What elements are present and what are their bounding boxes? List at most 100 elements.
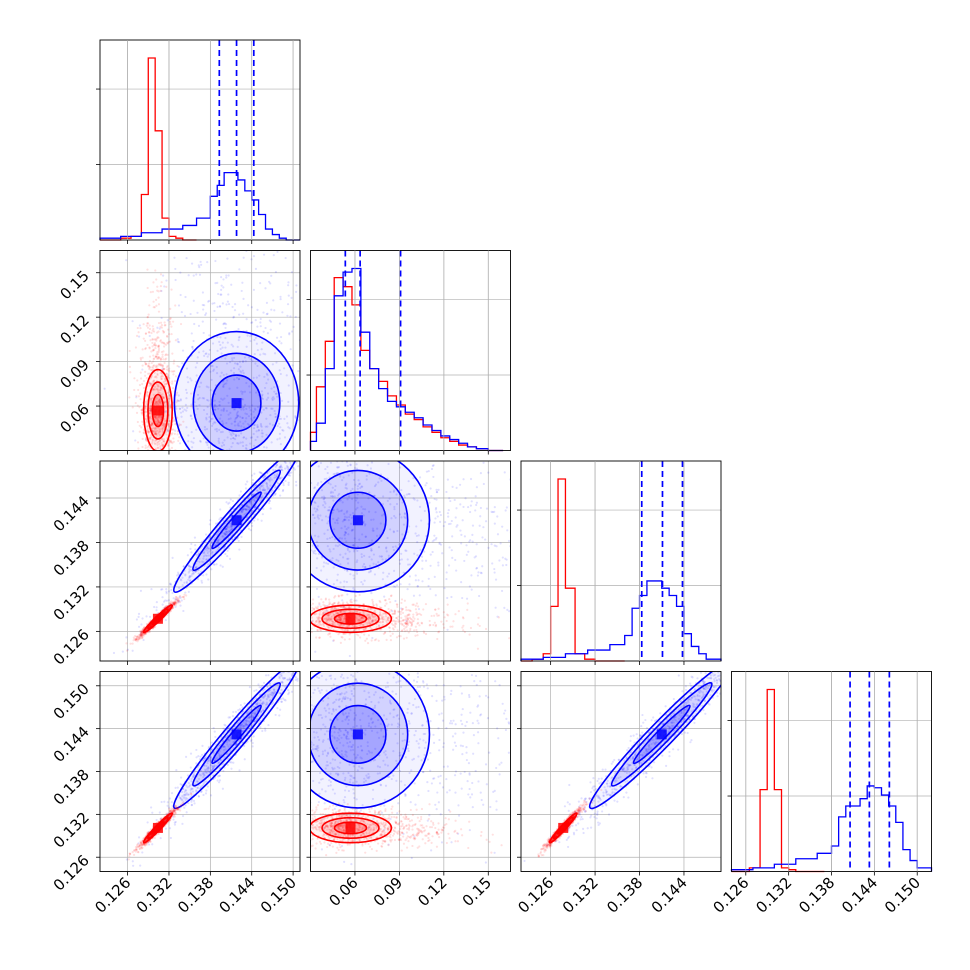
blue-sample-point [227, 502, 230, 505]
red-sample-point [153, 342, 157, 345]
blue-sample-point [401, 501, 404, 504]
blue-sample-point [500, 589, 504, 593]
blue-sample-point [320, 438, 322, 440]
blue-sample-point [370, 549, 373, 552]
blue-sample-point [259, 281, 262, 285]
blue-sample-point [236, 363, 239, 366]
red-sample-point [157, 347, 161, 350]
blue-sample-point [268, 454, 270, 456]
blue-sample-point [184, 573, 187, 576]
blue-sample-point [369, 467, 373, 470]
blue-sample-point [205, 219, 207, 221]
red-sample-point [163, 401, 166, 404]
x-tick-label: 0.132 [752, 874, 795, 917]
blue-sample-point [261, 435, 264, 438]
blue-sample-point [244, 504, 248, 508]
blue-sample-point [289, 454, 291, 456]
red-sample-point [176, 364, 179, 368]
blue-sample-point [484, 538, 487, 541]
blue-sample-point [333, 528, 336, 531]
blue-sample-point [318, 233, 320, 235]
blue-sample-point [364, 523, 367, 526]
blue-sample-point [324, 515, 328, 518]
blue-sample-point [223, 397, 226, 400]
red-sample-point [159, 439, 162, 442]
blue-sample-point [306, 561, 308, 563]
blue-sample-point [177, 365, 181, 368]
blue-sample-point [412, 497, 415, 500]
red-sample-point [149, 415, 152, 418]
red-sample-point [145, 402, 148, 406]
blue-sample-point [374, 563, 378, 566]
blue-sample-point [211, 417, 214, 420]
blue-sample-point [325, 425, 327, 427]
red-sample-point [148, 346, 151, 349]
blue-sample-point [256, 426, 259, 429]
red-sample-point [173, 419, 176, 423]
blue-sample-point [285, 415, 289, 418]
red-sample-point [387, 616, 390, 619]
red-sample-point [172, 437, 175, 440]
blue-sample-point [279, 372, 282, 376]
blue-sample-point [347, 526, 350, 529]
red-sample-point [160, 438, 163, 441]
red-sample-point [429, 623, 432, 627]
blue-sample-point [243, 513, 246, 516]
red-sample-point [162, 438, 166, 441]
red-sample-point [157, 419, 160, 422]
blue-sample-point [240, 432, 243, 435]
blue-sample-point [409, 438, 411, 440]
blue-sample-point [171, 591, 174, 595]
blue-sample-point [484, 520, 488, 523]
red-sample-point [162, 422, 165, 425]
red-sample-point [157, 350, 160, 354]
red-sample-point [144, 410, 147, 413]
red-sample-point [138, 424, 141, 427]
blue-sample-point [213, 302, 216, 305]
blue-sample-point [144, 438, 148, 441]
blue-sample-point [568, 591, 570, 593]
blue-sample-point [241, 444, 245, 448]
blue-sample-point [221, 302, 224, 305]
blue-sample-point [210, 541, 213, 544]
red-sample-point [395, 636, 399, 639]
blue-sample-point [283, 527, 285, 529]
blue-sample-point [266, 488, 269, 491]
red-sample-point [317, 615, 321, 618]
blue-sample-point [226, 532, 229, 535]
blue-sample-point [263, 386, 267, 390]
blue-sample-point [234, 451, 236, 453]
blue-sample-point [170, 489, 172, 491]
blue-sample-point [581, 564, 583, 566]
blue-sample-point [288, 474, 292, 477]
blue-sample-point [454, 558, 457, 562]
red-sample-point [367, 615, 370, 619]
blue-sample-point [337, 385, 339, 387]
red-sample-point [162, 367, 165, 370]
red-sample-point [164, 605, 167, 608]
red-sample-point [164, 358, 167, 361]
blue-sample-point [451, 436, 453, 438]
blue-sample-point [208, 299, 211, 302]
blue-sample-point [347, 557, 350, 560]
red-sample-point [143, 632, 146, 636]
red-sample-point [342, 624, 345, 627]
red-sample-point [318, 617, 321, 620]
blue-sample-point [176, 340, 180, 343]
blue-sample-point [236, 386, 239, 389]
blue-sample-point [178, 442, 182, 445]
red-sample-point [151, 452, 153, 454]
blue-sample-point [140, 623, 143, 626]
red-sample-point [177, 429, 180, 433]
red-sample-point [172, 602, 175, 605]
blue-sample-point [331, 491, 335, 494]
blue-sample-point [202, 308, 205, 311]
blue-sample-point [272, 299, 275, 302]
blue-sample-point [246, 508, 249, 511]
blue-sample-point [284, 459, 286, 461]
blue-sample-point [305, 453, 307, 455]
y-tick-label: 0.126 [50, 625, 93, 668]
blue-sample-point [216, 539, 220, 542]
blue-sample-point [338, 434, 340, 436]
blue-sample-point [345, 487, 349, 490]
